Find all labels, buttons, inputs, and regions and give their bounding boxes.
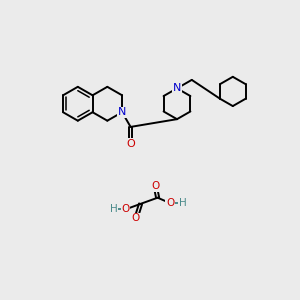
Text: O: O	[132, 214, 140, 224]
Text: O: O	[126, 139, 135, 149]
Text: O: O	[166, 198, 174, 208]
Text: O: O	[151, 181, 159, 191]
Text: H: H	[178, 198, 186, 208]
Text: N: N	[118, 107, 126, 117]
Text: H: H	[110, 204, 117, 214]
Text: N: N	[173, 83, 181, 93]
Text: O: O	[122, 204, 130, 214]
